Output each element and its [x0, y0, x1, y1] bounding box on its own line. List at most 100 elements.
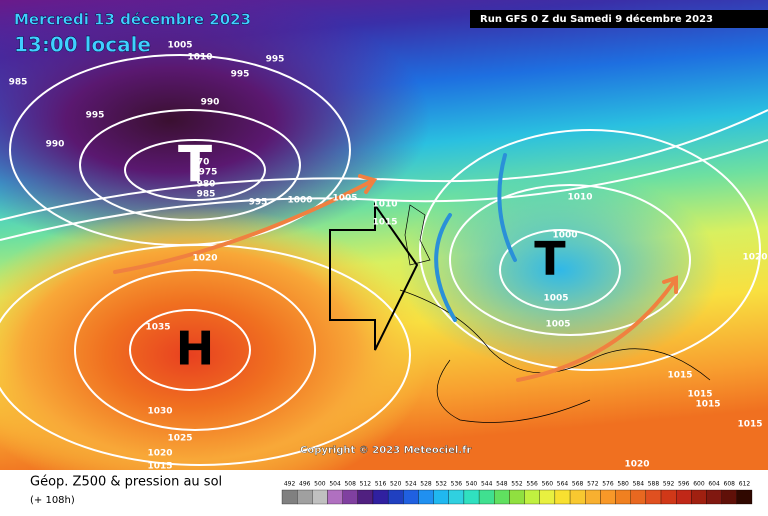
isobar-label: 990	[201, 98, 220, 108]
scale-label: 560	[542, 481, 554, 488]
scale-swatch	[433, 489, 449, 505]
isobar-label: 1015	[147, 462, 172, 472]
cold-arrows	[434, 153, 517, 322]
scale-swatch	[660, 489, 677, 505]
isobar-label: 1025	[167, 434, 192, 444]
scale-label: 536	[451, 481, 463, 488]
footer-title: Géop. Z500 & pression au sol	[30, 475, 222, 490]
scale-swatch	[691, 489, 707, 505]
scale-swatch	[418, 489, 434, 505]
scale-label: 524	[405, 481, 417, 488]
isobar-label: 975	[199, 168, 218, 178]
isobars	[0, 54, 768, 466]
scale-swatch	[297, 489, 313, 505]
scale-swatch	[554, 489, 571, 505]
scale-swatch	[281, 489, 298, 505]
isobar-label: 985	[197, 190, 216, 200]
scale-label: 552	[511, 481, 523, 488]
isobar-label: 1010	[372, 200, 397, 210]
scale-swatch	[478, 489, 495, 505]
scale-label: 584	[633, 481, 645, 488]
scale-swatch	[600, 489, 616, 505]
scale-swatch	[615, 489, 631, 505]
jet-arrows	[113, 174, 678, 382]
isobar-label: 1020	[192, 254, 217, 264]
scale-swatch	[327, 489, 343, 505]
scale-label: 612	[739, 481, 751, 488]
isobar-label: 1010	[567, 193, 592, 203]
scale-label: 520	[390, 481, 402, 488]
scale-label: 580	[617, 481, 629, 488]
isobar-label: 995	[231, 70, 250, 80]
copyright: Copyright © 2023 Meteociel.fr	[300, 445, 471, 456]
scale-swatch	[312, 489, 328, 505]
scale-swatch	[403, 489, 419, 505]
isobar-label: 995	[249, 198, 268, 208]
scale-swatch	[448, 489, 465, 505]
scale-swatch	[509, 489, 525, 505]
scale-label: 608	[724, 481, 736, 488]
scale-swatch	[494, 489, 510, 505]
scale-swatch	[721, 489, 737, 505]
scale-label: 576	[602, 481, 614, 488]
scale-swatch	[342, 489, 358, 505]
scale-label: 564	[557, 481, 569, 488]
isobar-label: 1000	[552, 231, 577, 241]
isobar-label: 1010	[187, 53, 212, 63]
scale-label: 588	[648, 481, 660, 488]
flow-arrow	[329, 201, 419, 351]
scale-label: 528	[420, 481, 432, 488]
scale-label: 548	[496, 481, 508, 488]
low-area	[0, 0, 430, 250]
isobar-label: 1020	[147, 449, 172, 459]
scale-swatch	[569, 489, 586, 505]
scale-label: 544	[481, 481, 493, 488]
scale-label: 500	[314, 481, 326, 488]
scale-label: 596	[678, 481, 690, 488]
scale-label: 496	[299, 481, 311, 488]
isobar-label: 1015	[737, 420, 762, 430]
scale-swatch	[372, 489, 389, 505]
scale-swatch	[676, 489, 692, 505]
scale-label: 556	[526, 481, 538, 488]
scale-label: 540	[466, 481, 478, 488]
footer-lead: (+ 108h)	[30, 495, 75, 506]
scale-swatch	[736, 489, 753, 505]
isobar-label: 1015	[667, 371, 692, 381]
scale-swatch	[630, 489, 647, 505]
isobar-label: 970	[191, 158, 210, 168]
scale-label: 532	[435, 481, 447, 488]
scale-label: 592	[663, 481, 675, 488]
scale-label: 568	[572, 481, 584, 488]
scale-label: 604	[708, 481, 720, 488]
scale-swatch	[706, 489, 722, 505]
scale-swatch	[387, 489, 404, 505]
scale-label: 508	[344, 481, 356, 488]
isobar-label: 1030	[147, 407, 172, 417]
run-banner	[470, 10, 768, 28]
isobar-label: 1015	[687, 390, 712, 400]
isobar-label: 1015	[372, 218, 397, 228]
isobar-label: 1005	[543, 294, 568, 304]
scale-label: 600	[693, 481, 705, 488]
run-info: Run GFS 0 Z du Samedi 9 décembre 2023	[480, 13, 713, 25]
scale-swatch	[524, 489, 540, 505]
valid-date: Mercredi 13 décembre 2023	[14, 11, 251, 29]
high-area	[0, 205, 430, 505]
scale-label: 572	[587, 481, 599, 488]
pressure-center: H	[176, 322, 215, 376]
isobar-label: 1000	[287, 196, 312, 206]
isobar-label: 1005	[332, 194, 357, 204]
labels: Mercredi 13 décembre 2023 13:00 locale Run…	[9, 10, 768, 506]
scale-label: 504	[329, 481, 341, 488]
valid-time: 13:00 locale	[14, 33, 151, 57]
pressure-center: T	[534, 232, 566, 286]
scale-label: 492	[284, 481, 296, 488]
isobar-label: 995	[86, 111, 105, 121]
scale-label: 516	[375, 481, 387, 488]
scale-swatch	[645, 489, 662, 505]
isobar-label: 985	[9, 78, 28, 88]
scale-swatch	[357, 489, 374, 505]
scale-swatch	[539, 489, 556, 505]
